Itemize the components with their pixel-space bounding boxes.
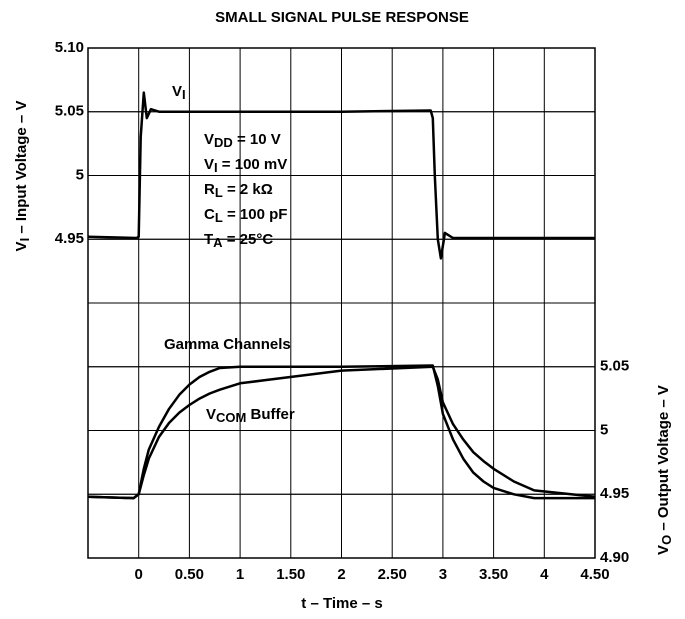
annotation-part: L xyxy=(215,185,223,200)
y-axis-label-part: I xyxy=(17,238,32,242)
x-tick-label: 1 xyxy=(236,566,244,583)
annotation-part: DD xyxy=(214,135,233,150)
y-tick-label: 4.95 xyxy=(55,230,84,247)
x-tick-label: 0 xyxy=(135,566,143,583)
annotation-part: V xyxy=(204,131,214,148)
y-tick-label: 5 xyxy=(76,166,84,183)
series-label: VCOM Buffer xyxy=(206,406,295,425)
y2-axis-label-part: – Output Voltage – V xyxy=(655,385,672,535)
annotation: TA = 25°C xyxy=(204,231,273,250)
series-label: VI xyxy=(172,83,186,102)
series-line xyxy=(87,364,595,500)
series-label-part: Gamma Channels xyxy=(164,336,291,353)
x-axis-label: t – Time – s xyxy=(301,595,382,612)
y2-tick-label: 5 xyxy=(600,421,608,438)
annotation: VDD = 10 V xyxy=(204,131,281,150)
x-tick-label: 3.50 xyxy=(479,566,508,583)
y-tick-label: 5.05 xyxy=(55,103,84,120)
annotation-part: = 10 V xyxy=(233,131,281,148)
y-tick-label: 5.10 xyxy=(55,39,84,56)
y2-tick-label: 4.90 xyxy=(600,549,629,566)
x-tick-label: 3 xyxy=(439,566,447,583)
y2-tick-label: 4.95 xyxy=(600,485,629,502)
y-axis-label-part: – Input Voltage – V xyxy=(13,101,30,238)
x-tick-label: 4.50 xyxy=(580,566,609,583)
series-label-part: COM xyxy=(216,410,246,425)
x-tick-label: 0.50 xyxy=(175,566,204,583)
annotation: RL = 2 kΩ xyxy=(204,181,273,200)
annotation-part: = 100 mV xyxy=(218,156,288,173)
annotation-part: A xyxy=(213,235,223,250)
series-label-part: Buffer xyxy=(246,406,294,423)
y2-axis-label-part: O xyxy=(659,535,674,545)
annotation: CL = 100 pF xyxy=(204,206,287,225)
annotation-part: C xyxy=(204,206,215,223)
y-axis-label-part: V xyxy=(13,241,30,251)
y2-axis-label: VO – Output Voltage – V xyxy=(655,385,674,555)
series-label-part: V xyxy=(206,406,216,423)
annotation-part: I xyxy=(214,160,218,175)
y-axis-label: VI – Input Voltage – V xyxy=(13,101,32,252)
annotation-part: = 100 pF xyxy=(223,206,288,223)
x-tick-label: 1.50 xyxy=(276,566,305,583)
series-line xyxy=(87,91,595,260)
x-tick-label: 2 xyxy=(337,566,345,583)
annotation-part: R xyxy=(204,181,215,198)
chart-title: SMALL SIGNAL PULSE RESPONSE xyxy=(215,9,469,26)
series-line xyxy=(87,365,596,500)
series-label-part: V xyxy=(172,83,182,100)
x-tick-label: 2.50 xyxy=(378,566,407,583)
x-tick-label: 4 xyxy=(540,566,549,583)
annotation-part: V xyxy=(204,156,214,173)
annotation-part: = 25°C xyxy=(223,231,274,248)
series-label-part: I xyxy=(182,87,186,102)
annotation-part: L xyxy=(215,210,223,225)
annotation-part: T xyxy=(204,231,213,248)
series-label: Gamma Channels xyxy=(164,336,291,353)
annotation-part: = 2 kΩ xyxy=(223,181,273,198)
y2-tick-label: 5.05 xyxy=(600,358,629,375)
annotation: VI = 100 mV xyxy=(204,156,287,175)
y2-axis-label-part: V xyxy=(655,545,672,555)
